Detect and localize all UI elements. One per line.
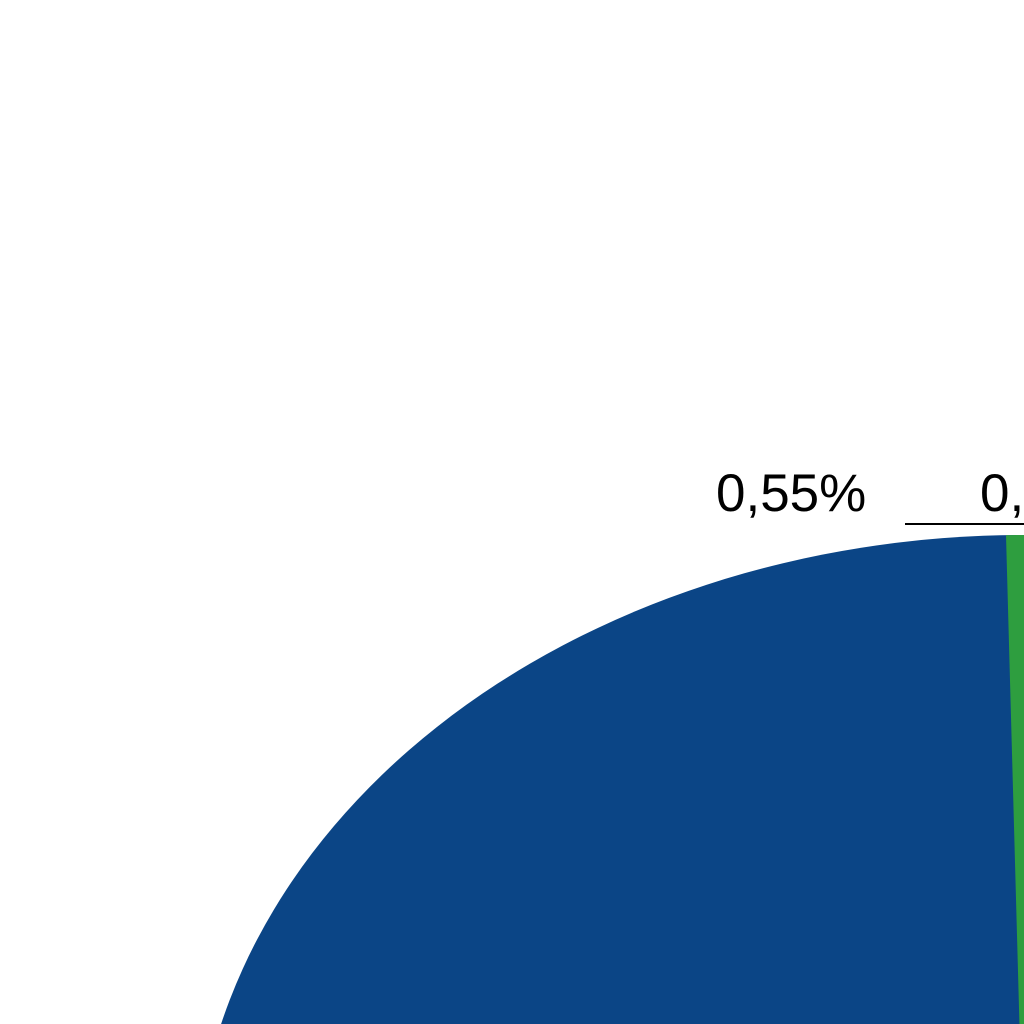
pie-slice-main xyxy=(194,535,1024,1024)
pie-label-2: 0, xyxy=(980,463,1024,524)
pie-chart-svg xyxy=(0,0,1024,1024)
pie-label-1: 0,55% xyxy=(716,463,866,524)
pie-chart: 0,55% 0, xyxy=(0,0,1024,1024)
